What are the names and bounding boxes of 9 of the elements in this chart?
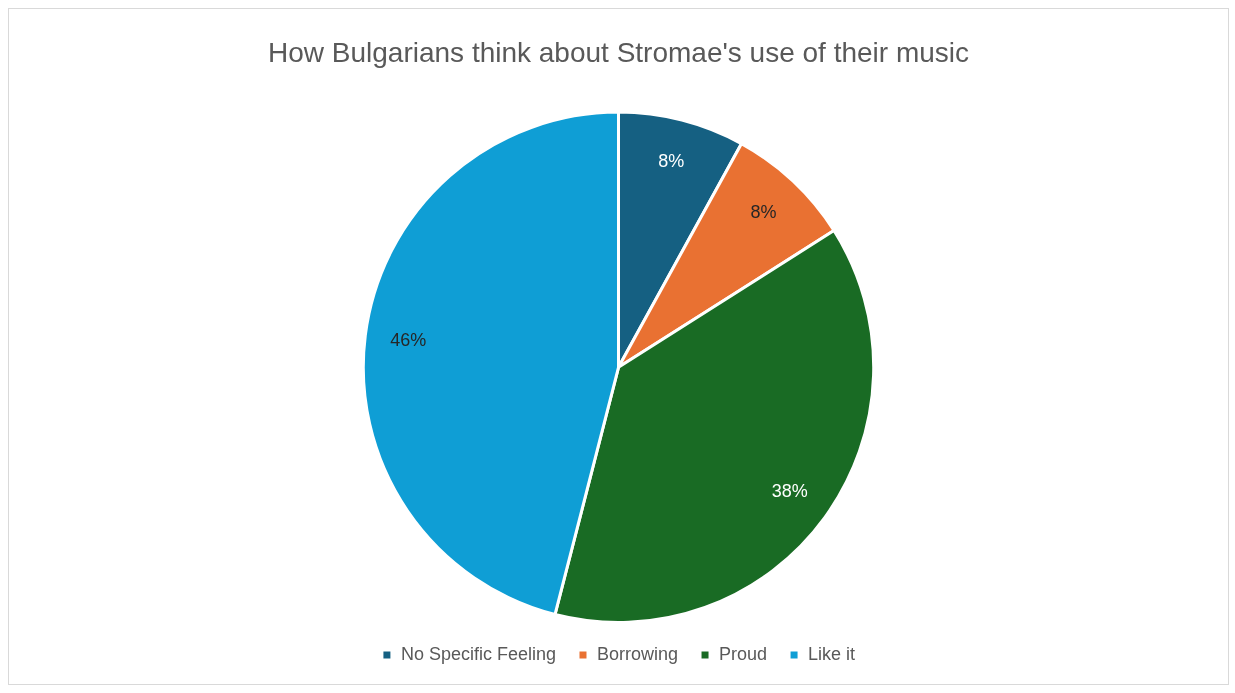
- data-label: 38%: [771, 480, 808, 501]
- legend-label: Like it: [808, 643, 856, 664]
- data-label: 8%: [658, 151, 685, 172]
- data-label: 46%: [390, 329, 427, 350]
- legend-label: Proud: [719, 643, 768, 664]
- data-label: 8%: [750, 201, 777, 222]
- legend-label: Borrowing: [596, 643, 679, 664]
- chart-title: How Bulgarians think about Stromae's use of their music: [267, 36, 970, 68]
- legend-label: No Specific Feeling: [400, 643, 556, 664]
